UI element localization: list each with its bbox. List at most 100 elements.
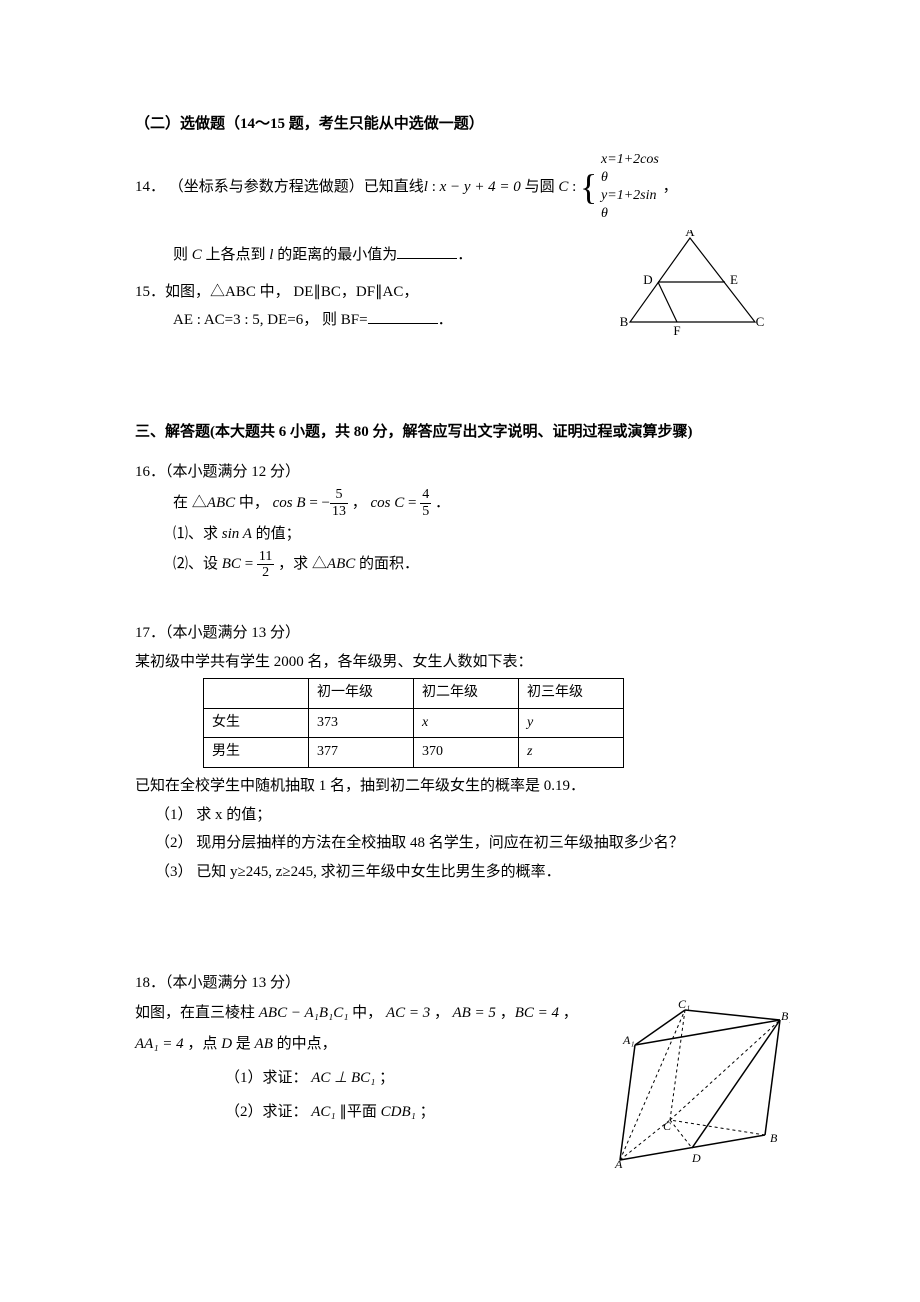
label-C1: C₁ <box>678 1000 690 1011</box>
p18-q1-pre: （1）求证： <box>225 1070 308 1086</box>
p16-tri: △ <box>192 495 207 511</box>
p17-intro: 某初级中学共有学生 2000 名，各年级男、女生人数如下表： <box>135 648 785 677</box>
p17-q2: （2） 现用分层抽样的方法在全校抽取 48 名学生，问应在初三年级抽取多少名？ <box>135 829 785 858</box>
table-cell: 男生 <box>204 738 309 768</box>
p14-c: C <box>558 178 568 194</box>
p17-line1: 17．（本小题满分 13 分） <box>135 619 785 648</box>
label-D: D <box>691 1151 701 1165</box>
p18-c3: ， <box>563 1005 578 1021</box>
p15-num: 15． <box>135 284 165 300</box>
p14-text2: 与圆 <box>521 178 559 194</box>
table-cell: 370 <box>414 738 519 768</box>
p15-diagram: A B C D E F <box>620 230 770 340</box>
brace-icon: { <box>580 171 597 203</box>
table-cell: 女生 <box>204 708 309 738</box>
label-A: A <box>685 230 695 239</box>
p16-s2-mid: ，求 <box>274 556 312 572</box>
p16-cosb: cos B <box>273 495 306 511</box>
p18-ab: AB = 5 <box>449 1005 500 1021</box>
p17-num: 17． <box>135 625 165 641</box>
p14-line1: 14． （坐标系与参数方程选做题）已知直线l : x − y + 4 = 0 与… <box>135 151 785 224</box>
p16-abc2: ABC <box>327 556 355 572</box>
table-cell: 初一年级 <box>309 679 414 709</box>
p18-q2-ac1: AC₁ <box>308 1104 340 1120</box>
p16-pre: 在 <box>173 495 192 511</box>
p14-eq: x − y + 4 = 0 <box>440 178 521 194</box>
p18-l2-post: 是 <box>232 1036 255 1052</box>
p14-b1: x=1+2cos <box>601 151 659 169</box>
table-cell: 初二年级 <box>414 679 519 709</box>
label-B1: B₁ <box>781 1009 790 1023</box>
triangle-icon: A B C D E F <box>620 230 770 340</box>
table-row: 初一年级 初二年级 初三年级 <box>204 679 624 709</box>
table-row: 男生 377 370 z <box>204 738 624 768</box>
p16-eq1: = − <box>306 495 330 511</box>
p16-sina: sin A <box>222 526 252 542</box>
p14-b2: y=1+2sin <box>601 187 659 205</box>
table-cell: z <box>519 738 624 768</box>
label-C: C <box>756 314 765 329</box>
label-B: B <box>620 314 629 329</box>
frac-4-5: 45 <box>420 487 431 519</box>
p18-q2-cdb1: CDB₁ <box>377 1104 420 1120</box>
label-C: C <box>663 1119 672 1133</box>
p16-s1-post: 的值； <box>252 526 301 542</box>
p14-l2-mid: 上各点到 <box>202 247 270 263</box>
p16-sub1: ⑴、求 sin A 的值； <box>135 520 785 549</box>
p18-q2-pre: （2）求证： <box>225 1104 308 1120</box>
p18-l2-mid: ，点 <box>187 1036 221 1052</box>
p16-s2-pre: ⑵、设 <box>173 556 222 572</box>
p17-score: （本小题满分 13 分） <box>165 625 300 641</box>
problem-16: 16．（本小题满分 12 分） 在 △ABC 中， cos B = −513 ，… <box>135 458 785 581</box>
label-A: A <box>614 1157 623 1170</box>
prism-icon: A B C D A₁ B₁ C₁ <box>610 1000 790 1170</box>
p16-c1: ， <box>348 495 367 511</box>
table-cell: 373 <box>309 708 414 738</box>
label-A1: A₁ <box>622 1033 635 1047</box>
table-cell: 377 <box>309 738 414 768</box>
section3-header: 三、解答题(本大题共 6 小题，共 80 分，解答应写出文字说明、证明过程或演算… <box>135 418 785 447</box>
p15-l1-text: 如图，△ABC 中， DE∥BC，DF∥AC， <box>165 284 418 300</box>
table-cell <box>204 679 309 709</box>
p18-mid: 中， <box>348 1005 382 1021</box>
section2-header: （二）选做题（14～15 题，考生只能从中选做一题） <box>135 110 785 139</box>
p14-period: ． <box>457 247 472 263</box>
label-E: E <box>730 272 738 287</box>
p18-score: （本小题满分 13 分） <box>165 975 300 991</box>
p18-ac: AC = 3 <box>382 1005 434 1021</box>
p17-q3: （3） 已知 y≥245, z≥245, 求初三年级中女生比男生多的概率． <box>135 858 785 887</box>
p14-th1: θ <box>601 169 659 187</box>
p16-num: 16． <box>135 464 165 480</box>
p14-colon: : <box>428 178 440 194</box>
p16-line2: 在 △ABC 中， cos B = −513 ， cos C = 45 ． <box>135 487 785 520</box>
p18-aa1: AA₁ = 4 <box>135 1036 187 1052</box>
p18-q2-par: ∥平面 <box>339 1104 377 1120</box>
den: 5 <box>420 504 431 519</box>
p18-bc: BC = 4 <box>515 1005 563 1021</box>
p18-line1: 18．（本小题满分 13 分） <box>135 969 785 998</box>
p16-eq3: = <box>241 556 257 572</box>
num: 11 <box>257 549 274 565</box>
label-F: F <box>673 323 680 338</box>
blank-fill <box>397 244 457 259</box>
p18-ab2: AB <box>255 1036 273 1052</box>
problem-17: 17．（本小题满分 13 分） 某初级中学共有学生 2000 名，各年级男、女生… <box>135 619 785 886</box>
table-cell: y <box>519 708 624 738</box>
frac-5-13: 513 <box>330 487 348 519</box>
blank-fill <box>368 309 438 324</box>
p14-l2-pre: 则 <box>173 247 192 263</box>
p18-c2: ， <box>500 1005 515 1021</box>
p16-mid: 中， <box>235 495 269 511</box>
label-D: D <box>643 272 652 287</box>
p18-l2-end: 的中点， <box>273 1036 337 1052</box>
frac-11-2: 112 <box>257 549 274 581</box>
den: 2 <box>257 565 274 580</box>
p16-p1: ． <box>431 495 450 511</box>
p14-num: 14． <box>135 178 165 194</box>
p18-q2-post: ； <box>420 1104 435 1120</box>
p18-num: 18． <box>135 975 165 991</box>
p16-bc: BC <box>222 556 241 572</box>
p15-period: ． <box>438 312 453 328</box>
p17-table: 初一年级 初二年级 初三年级 女生 373 x y 男生 377 370 z <box>203 678 624 768</box>
den: 13 <box>330 504 348 519</box>
